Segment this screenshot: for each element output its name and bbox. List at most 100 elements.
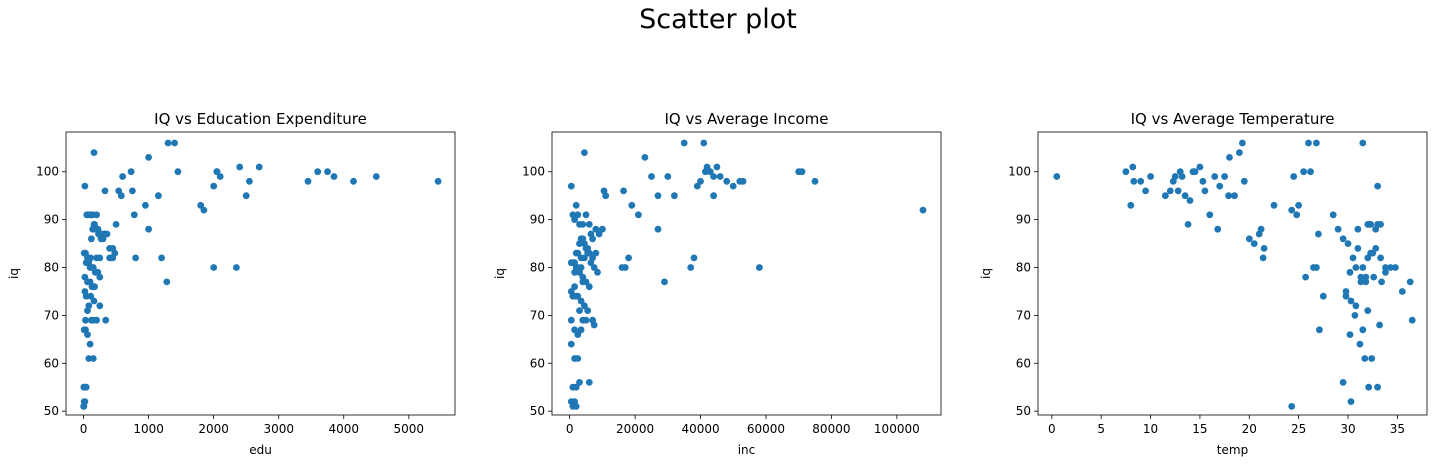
data-point xyxy=(129,187,136,195)
data-point xyxy=(1226,154,1233,161)
data-point xyxy=(587,230,595,238)
x-tick-label: 20 xyxy=(1242,422,1257,436)
y-tick-label: 60 xyxy=(44,356,59,370)
data-point xyxy=(1201,187,1209,195)
data-point xyxy=(164,139,172,147)
data-point xyxy=(1257,225,1265,233)
data-point xyxy=(641,154,649,161)
data-point xyxy=(795,168,803,176)
data-point xyxy=(572,403,580,410)
data-point xyxy=(664,173,672,180)
data-point xyxy=(1206,211,1214,219)
data-point xyxy=(434,177,442,185)
data-point xyxy=(81,182,89,190)
x-tick-label: 5000 xyxy=(394,422,425,436)
data-point xyxy=(102,316,110,324)
data-point xyxy=(723,177,731,185)
data-point xyxy=(1362,278,1370,286)
data-point xyxy=(145,154,153,161)
x-tick-label: 60000 xyxy=(747,422,785,436)
y-tick-label: 100 xyxy=(36,165,59,179)
data-point xyxy=(582,211,590,219)
data-point xyxy=(1361,355,1369,362)
data-point xyxy=(242,192,250,200)
data-point xyxy=(1302,273,1309,281)
data-point xyxy=(127,168,135,176)
data-point xyxy=(174,168,182,176)
data-point xyxy=(687,264,695,271)
data-point xyxy=(1408,316,1416,324)
data-point xyxy=(710,192,717,200)
data-points xyxy=(567,139,927,410)
x-tick-label: 5 xyxy=(1097,422,1105,436)
data-point xyxy=(1178,173,1186,180)
axes-frame xyxy=(1037,131,1428,416)
data-point xyxy=(584,249,592,257)
x-tick-label: 1000 xyxy=(133,422,164,436)
data-point xyxy=(1315,230,1322,238)
data-point xyxy=(1174,187,1182,195)
data-point xyxy=(654,192,662,200)
data-point xyxy=(919,206,927,214)
data-point xyxy=(690,254,698,262)
data-point xyxy=(200,206,208,214)
data-point xyxy=(197,201,205,209)
data-point xyxy=(585,221,593,228)
data-point xyxy=(716,173,724,180)
data-point xyxy=(592,249,600,257)
data-point xyxy=(576,379,583,386)
data-point xyxy=(1307,168,1314,176)
data-point xyxy=(96,254,104,262)
data-point xyxy=(579,221,587,228)
data-point xyxy=(577,297,585,305)
data-point xyxy=(1288,206,1296,214)
panel-title: IQ vs Education Expenditure xyxy=(154,110,367,128)
data-point xyxy=(1344,240,1352,248)
data-point xyxy=(1250,240,1258,248)
data-point xyxy=(581,254,588,262)
data-point xyxy=(1339,379,1347,386)
data-point xyxy=(101,187,109,195)
data-point xyxy=(628,201,636,209)
data-point xyxy=(1189,168,1197,176)
data-point xyxy=(1225,192,1232,200)
data-point xyxy=(82,316,89,324)
data-point xyxy=(625,254,632,262)
data-point xyxy=(96,273,104,281)
data-point xyxy=(594,268,601,276)
data-point xyxy=(729,182,737,190)
x-tick-label: 35 xyxy=(1390,422,1405,436)
data-point xyxy=(693,182,701,190)
data-point xyxy=(158,254,166,262)
data-point xyxy=(1359,139,1367,147)
data-point xyxy=(90,297,98,305)
data-point xyxy=(1199,177,1207,185)
data-point xyxy=(255,163,263,171)
data-point xyxy=(155,192,162,200)
y-tick-label: 90 xyxy=(44,213,59,227)
data-point xyxy=(96,302,104,310)
y-tick-label: 80 xyxy=(44,261,59,275)
data-point xyxy=(1406,278,1414,286)
data-point xyxy=(1305,139,1312,147)
data-point xyxy=(103,230,111,238)
data-point xyxy=(1130,177,1138,185)
y-tick-label: 90 xyxy=(1016,213,1031,227)
y-tick-label: 80 xyxy=(530,261,545,275)
y-tick-label: 60 xyxy=(1016,356,1031,370)
data-point xyxy=(579,235,587,243)
data-point xyxy=(80,398,88,405)
data-point xyxy=(171,139,179,147)
data-point xyxy=(1346,331,1354,338)
data-point xyxy=(1184,221,1192,228)
data-point xyxy=(1392,264,1399,271)
data-point xyxy=(1245,235,1253,243)
data-point xyxy=(1370,273,1378,281)
data-point xyxy=(1169,177,1177,185)
y-tick-label: 100 xyxy=(522,165,545,179)
y-axis-label: iq xyxy=(7,268,21,279)
x-tick-label: 15 xyxy=(1192,422,1207,436)
data-point xyxy=(680,139,688,147)
data-point xyxy=(1214,225,1222,233)
